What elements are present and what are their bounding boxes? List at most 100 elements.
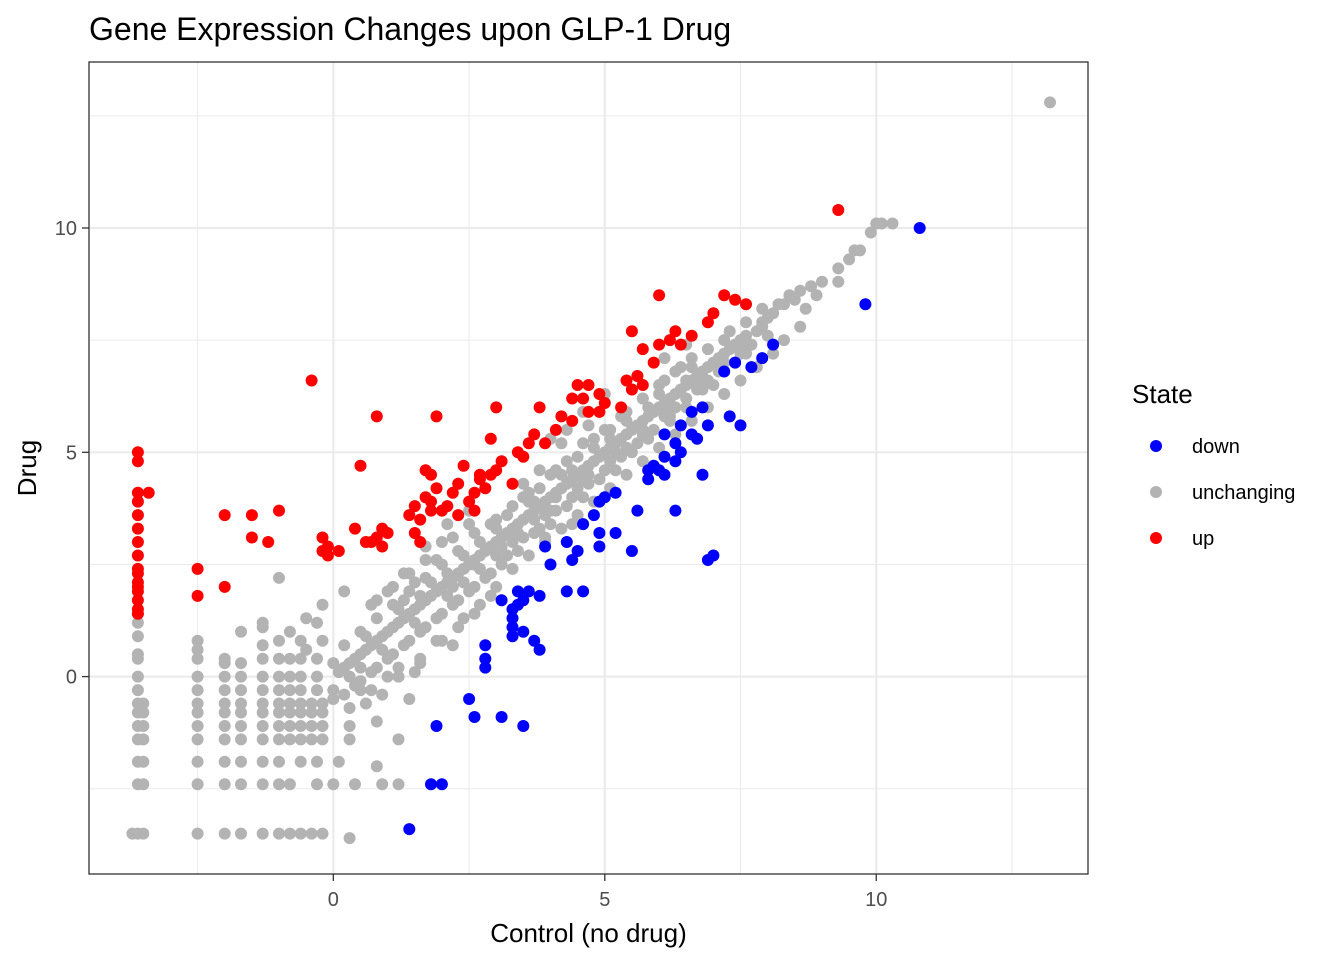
data-point-unchanging	[256, 733, 269, 746]
data-point-unchanging	[452, 594, 465, 607]
data-point-up	[131, 607, 144, 620]
data-point-unchanging	[452, 545, 465, 557]
data-point-unchanging	[636, 392, 649, 405]
data-point-unchanging	[794, 320, 807, 333]
data-point-up	[305, 374, 318, 387]
data-point-up	[582, 405, 595, 418]
data-point-down	[539, 540, 552, 553]
data-point-unchanging	[387, 598, 399, 611]
data-point-unchanging	[408, 576, 421, 589]
data-point-down	[718, 365, 731, 378]
data-point-unchanging	[131, 670, 144, 683]
data-point-up	[131, 495, 144, 508]
data-point-unchanging	[218, 733, 231, 746]
x-tick-label: 5	[599, 889, 610, 911]
data-point-unchanging	[235, 657, 247, 670]
data-point-unchanging	[131, 648, 144, 661]
data-point-unchanging	[495, 540, 508, 553]
data-point-unchanging	[305, 720, 318, 732]
data-point-unchanging	[577, 491, 590, 504]
data-point-unchanging	[419, 621, 432, 634]
data-point-unchanging	[218, 755, 231, 768]
data-point-up	[414, 513, 427, 526]
data-point-unchanging	[327, 657, 340, 670]
data-point-unchanging	[441, 589, 454, 602]
data-point-unchanging	[636, 455, 649, 468]
axes: 0 5 10 0 5 10	[55, 218, 888, 911]
y-tick-label: 5	[66, 442, 77, 464]
legend-key-up	[1150, 532, 1162, 544]
data-point-unchanging	[370, 715, 383, 728]
data-point-unchanging	[218, 670, 231, 683]
data-point-up	[620, 374, 633, 387]
data-point-unchanging	[218, 657, 231, 670]
data-point-up	[522, 437, 535, 450]
data-point-unchanging	[273, 827, 285, 840]
data-point-unchanging	[137, 778, 150, 791]
data-point-unchanging	[685, 361, 698, 374]
data-point-up	[131, 585, 144, 598]
data-point-unchanging	[533, 482, 546, 495]
data-point-unchanging	[463, 518, 476, 531]
data-point-unchanging	[218, 684, 231, 697]
data-point-unchanging	[533, 522, 546, 535]
legend-label-up: up	[1192, 528, 1214, 550]
data-point-down	[533, 643, 546, 656]
data-point-unchanging	[549, 491, 562, 504]
data-point-unchanging	[256, 670, 269, 683]
data-point-up	[354, 459, 367, 472]
data-point-unchanging	[767, 347, 780, 360]
legend-label-unchanging: unchanging	[1192, 482, 1295, 504]
data-point-unchanging	[343, 832, 356, 845]
data-point-unchanging	[376, 688, 389, 701]
data-point-unchanging	[137, 706, 150, 719]
data-point-unchanging	[235, 720, 247, 732]
data-point-unchanging	[283, 697, 296, 710]
data-point-unchanging	[273, 755, 285, 768]
data-point-down	[593, 540, 606, 553]
data-point-up	[707, 307, 720, 320]
data-point-unchanging	[593, 473, 606, 486]
data-point-unchanging	[256, 827, 269, 840]
data-point-unchanging	[642, 401, 655, 414]
data-point-unchanging	[517, 491, 530, 504]
data-point-unchanging	[381, 585, 394, 598]
data-point-up	[370, 410, 383, 423]
data-point-unchanging	[191, 684, 204, 697]
data-point-down	[533, 589, 546, 602]
data-point-unchanging	[707, 379, 720, 391]
data-point-up	[131, 536, 144, 548]
data-point-unchanging	[761, 329, 774, 342]
data-point-unchanging	[848, 244, 861, 257]
data-point-up	[414, 536, 427, 548]
data-point-unchanging	[392, 778, 405, 791]
data-point-unchanging	[468, 527, 481, 539]
data-point-unchanging	[273, 733, 285, 746]
data-point-unchanging	[414, 589, 427, 602]
data-point-unchanging	[457, 576, 470, 589]
data-point-up	[381, 527, 394, 539]
data-point-down	[511, 585, 524, 598]
data-point-unchanging	[273, 571, 285, 584]
data-point-up	[376, 540, 389, 553]
data-point-unchanging	[604, 432, 617, 445]
data-point-up	[457, 459, 470, 472]
data-point-unchanging	[256, 652, 269, 665]
data-point-down	[734, 419, 747, 432]
data-point-unchanging	[843, 253, 856, 266]
data-point-up	[316, 531, 329, 544]
data-point-unchanging	[365, 684, 378, 697]
data-point-up	[191, 589, 204, 602]
data-point-unchanging	[332, 755, 345, 768]
data-point-unchanging	[566, 464, 579, 477]
data-point-unchanging	[435, 607, 448, 620]
data-point-unchanging	[316, 733, 329, 746]
data-point-up	[549, 423, 562, 436]
data-point-down	[767, 338, 780, 351]
data-point-up	[452, 477, 465, 490]
data-point-unchanging	[533, 464, 546, 477]
data-point-unchanging	[137, 733, 150, 746]
data-point-up	[425, 468, 437, 481]
data-point-down	[544, 558, 557, 571]
